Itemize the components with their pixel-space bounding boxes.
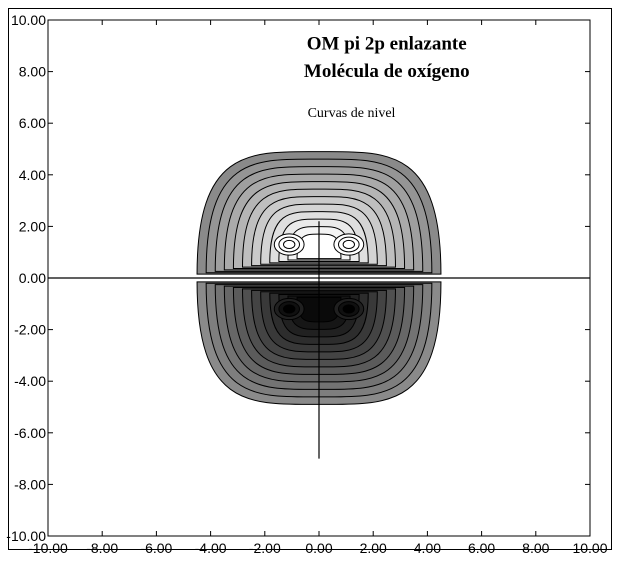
ticks: -10.00 -8.00 -6.00 -4.00 -2.00 0.00 2.00 4.00 6.… xyxy=(6,12,607,556)
peak-upper-0-2 xyxy=(282,239,296,250)
x-tick-label: 10.00 xyxy=(572,540,607,556)
chart-subtitle: Curvas de nivel xyxy=(308,106,396,121)
chart-title-line-1: OM pi 2p enlazante xyxy=(307,34,467,55)
chart-title-line-2: Molécula de oxígeno xyxy=(304,61,470,82)
x-tick-label: -2.00 xyxy=(249,540,281,556)
y-tick-label: -6.00 xyxy=(14,425,46,441)
x-tick-label: -10.00 xyxy=(28,540,68,556)
x-tick-label: 0.00 xyxy=(305,540,332,556)
y-tick-label: -10.00 xyxy=(6,528,46,544)
peak-lower-1-2 xyxy=(342,304,356,314)
y-tick-label: 10.00 xyxy=(11,12,46,28)
y-tick-label: 0.00 xyxy=(19,270,46,286)
x-tick-label: 6.00 xyxy=(468,540,495,556)
y-tick-label: -2.00 xyxy=(14,322,46,338)
y-tick-label: 6.00 xyxy=(19,115,46,131)
y-tick-label: -4.00 xyxy=(14,373,46,389)
x-tick-label: -8.00 xyxy=(86,540,118,556)
x-tick-label: -6.00 xyxy=(140,540,172,556)
y-tick-label: -8.00 xyxy=(14,476,46,492)
y-tick-label: 8.00 xyxy=(19,64,46,80)
peak-upper-1-2 xyxy=(342,239,356,250)
y-tick-label: 4.00 xyxy=(19,167,46,183)
peak-lower-0-2 xyxy=(282,304,296,314)
x-tick-label: -4.00 xyxy=(195,540,227,556)
x-tick-label: 2.00 xyxy=(360,540,387,556)
x-tick-label: 8.00 xyxy=(522,540,549,556)
y-tick-label: 2.00 xyxy=(19,218,46,234)
chart-frame xyxy=(8,8,612,550)
x-tick-label: 4.00 xyxy=(414,540,441,556)
axes xyxy=(47,19,591,537)
